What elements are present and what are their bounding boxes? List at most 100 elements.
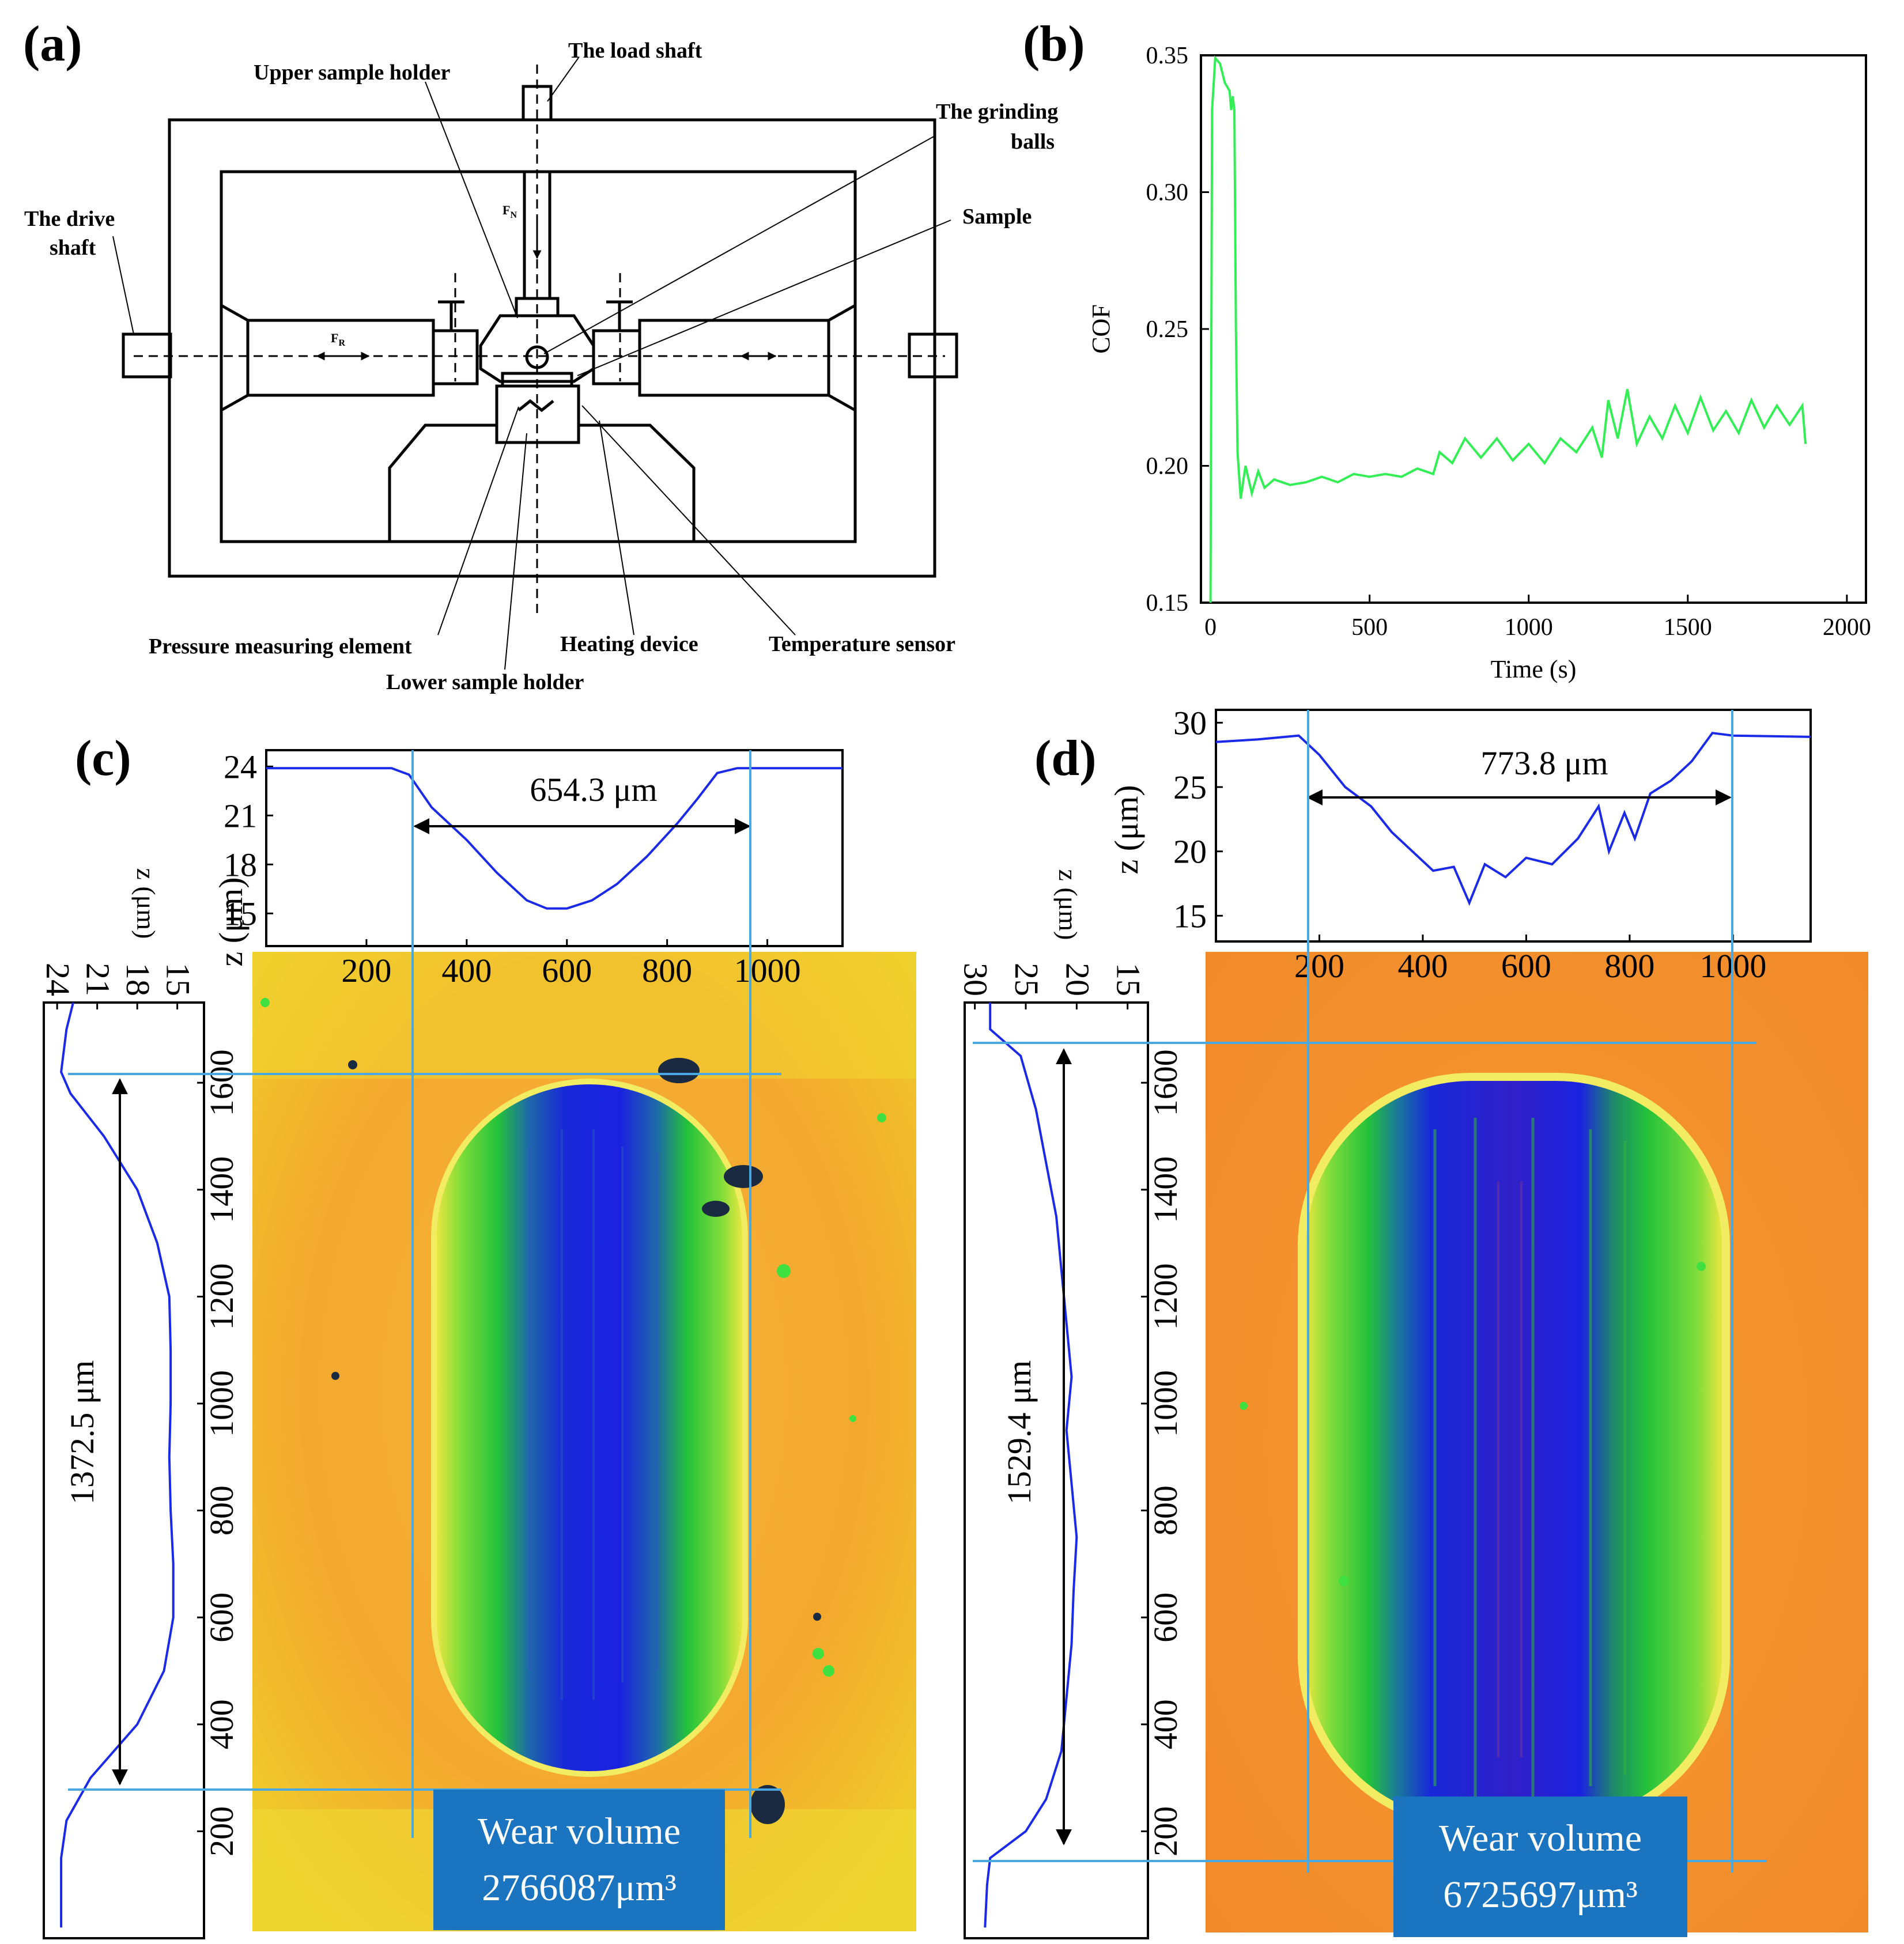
profile-d-width: 773.8 μm	[1480, 744, 1608, 782]
pos-tick-label: 200	[1147, 1806, 1184, 1856]
pos-tick-label: 1000	[203, 1370, 240, 1437]
heatmap-d	[1206, 952, 1868, 1932]
profile-c-length: 1372.5 μm	[63, 1360, 101, 1504]
profile-line	[60, 1002, 175, 1928]
heatmap-c	[252, 952, 916, 1931]
cof-series-line	[1209, 55, 1807, 603]
label-pressure: Pressure measuring element	[149, 634, 412, 659]
x-tick-label: 600	[1501, 947, 1551, 985]
schematic-diagram	[122, 85, 958, 578]
profile-d-left-ylabel: z (μm)	[1053, 869, 1083, 940]
guide-lines-d	[973, 710, 1767, 1873]
panel-label-d: (d)	[1034, 731, 1097, 786]
y-tick-label: 20	[1173, 833, 1207, 871]
left-coupling	[432, 329, 479, 385]
label-grinding-balls-2: balls	[1011, 130, 1055, 154]
pos-tick-label: 800	[1147, 1485, 1184, 1535]
pos-tick-label: 1200	[1147, 1263, 1184, 1330]
left-flange	[220, 304, 250, 412]
right-coupling	[592, 329, 641, 385]
profile-top-c: 200 400 600 800 1000 15 18 21 24	[224, 748, 843, 989]
label-grinding-balls-1: The grinding	[936, 100, 1058, 124]
x-tick-label: 0	[1204, 614, 1217, 641]
cof-chart: 0 500 1000 1500 2000 0.15 0.20 0.25 0.30 0.35 Time…	[1087, 43, 1871, 683]
y-tick-label: 15	[224, 895, 257, 932]
y-axis-label: COF	[1087, 304, 1115, 354]
pos-tick-label: 400	[203, 1699, 240, 1749]
z-tick-label: 25	[1008, 963, 1045, 996]
z-tick-label: 15	[160, 963, 197, 996]
schematic-dashed-lines	[134, 65, 945, 617]
x-tick-label: 600	[542, 952, 592, 989]
x-tick-label: 1000	[734, 952, 801, 989]
z-tick-label: 15	[1110, 963, 1147, 996]
y-tick-label: 0.20	[1146, 453, 1189, 480]
outer-frame	[168, 118, 936, 578]
y-tick-label: 25	[1173, 769, 1207, 806]
z-tick-label: 24	[39, 963, 77, 996]
x-tick-label: 1500	[1664, 614, 1712, 641]
debris-spots	[331, 1058, 821, 1824]
y-tick-label: 18	[224, 846, 257, 883]
label-heating: Heating device	[560, 632, 698, 656]
z-tick-label: 30	[957, 963, 995, 996]
pos-tick-label: 1600	[1147, 1049, 1184, 1116]
y-tick-label: 24	[224, 748, 257, 785]
label-lower-holder: Lower sample holder	[386, 670, 584, 694]
wear-box-d: Wear volume 6725697μm³	[1393, 1797, 1687, 1937]
profile-c-ylabel: z (μm)	[212, 877, 250, 966]
pos-tick-label: 600	[1147, 1593, 1184, 1643]
y-tick-label: 0.25	[1146, 316, 1189, 343]
profile-d-ylabel: z (μm)	[1108, 785, 1145, 874]
x-tick-label: 1000	[1505, 614, 1553, 641]
pos-tick-label: 1000	[1147, 1370, 1184, 1437]
pos-tick-label: 1600	[203, 1049, 240, 1116]
schematic-labels: The load shaft Upper sample holder The g…	[24, 39, 1058, 694]
profile-d-length: 1529.4 μm	[1000, 1360, 1038, 1504]
pos-tick-label: 600	[203, 1593, 240, 1643]
x-axis-label: Time (s)	[1491, 655, 1577, 683]
y-tick-label: 0.15	[1146, 590, 1189, 617]
heating-coil	[517, 399, 554, 413]
x-tick-label: 400	[1397, 947, 1448, 985]
label-drive-shaft-1: The drive	[24, 207, 115, 231]
left-drive-shaft	[122, 332, 172, 379]
pos-tick-label: 1400	[1147, 1156, 1184, 1223]
y-tick-label: 0.30	[1146, 180, 1189, 206]
cof-plot-frame	[1200, 54, 1867, 604]
left-clamp-screw	[438, 300, 464, 330]
wear-c-line1: Wear volume	[478, 1810, 681, 1852]
x-tick-label: 200	[341, 952, 391, 989]
profile-top-c-axes	[265, 749, 844, 947]
wear-d-line1: Wear volume	[1439, 1817, 1642, 1859]
label-sample: Sample	[962, 205, 1032, 229]
schematic-leader-lines	[112, 57, 951, 670]
profile-c-left-ylabel: z (μm)	[131, 868, 161, 939]
x-tick-label: 400	[441, 952, 492, 989]
z-tick-label: 18	[119, 963, 157, 996]
pos-tick-label: 200	[203, 1806, 240, 1856]
panel-label-c: (c)	[75, 731, 131, 786]
panel-label-a: (a)	[23, 16, 82, 72]
y-tick-label: 15	[1173, 897, 1207, 935]
label-temp-sensor: Temperature sensor	[769, 632, 955, 656]
pos-tick-label: 1400	[203, 1156, 240, 1223]
upper-sample-holder	[479, 314, 595, 383]
pos-tick-label: 400	[1147, 1699, 1184, 1749]
base-platform	[388, 423, 696, 542]
wear-d-line2: 6725697μm³	[1443, 1874, 1638, 1916]
fr-label: FR	[331, 331, 345, 348]
right-arm	[638, 319, 830, 397]
y-tick-label: 30	[1173, 704, 1207, 742]
label-drive-shaft-2: shaft	[50, 236, 96, 260]
z-tick-label: 21	[80, 963, 117, 996]
y-tick-label: 0.35	[1146, 43, 1189, 69]
label-load-shaft: The load shaft	[568, 39, 702, 63]
x-tick-label: 800	[642, 952, 692, 989]
profile-c-width: 654.3 μm	[530, 771, 657, 808]
right-drive-shaft	[908, 332, 958, 379]
panel-label-b: (b)	[1023, 16, 1085, 72]
x-tick-label: 200	[1294, 947, 1344, 985]
y-tick-label: 21	[224, 797, 257, 834]
